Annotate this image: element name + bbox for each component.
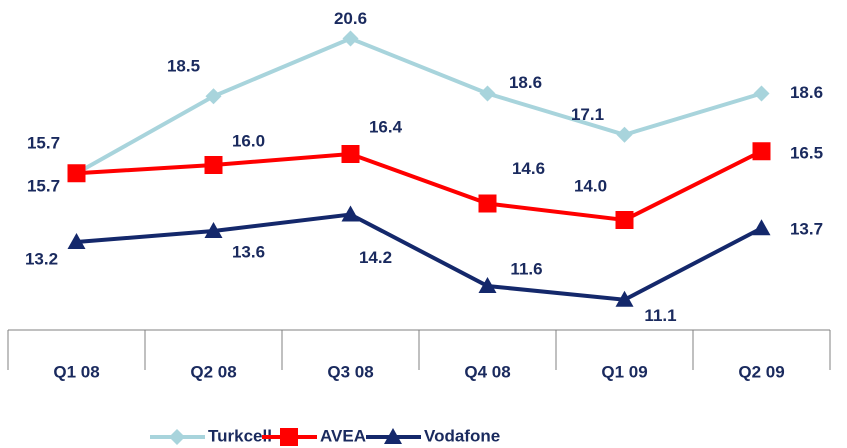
series-line — [76, 149, 763, 223]
legend-label: AVEA — [320, 426, 366, 445]
marker — [204, 156, 223, 174]
marker — [280, 428, 298, 446]
data-label: 14.2 — [359, 248, 392, 267]
series-line — [75, 36, 763, 175]
data-label: 13.6 — [232, 242, 265, 261]
data-label: 20.6 — [334, 9, 367, 28]
data-label: 15.7 — [27, 134, 60, 153]
marker — [616, 126, 633, 143]
marker — [205, 88, 222, 105]
marker — [384, 428, 402, 444]
marker — [615, 211, 634, 229]
marker — [615, 290, 634, 307]
legend-label: Turkcell — [208, 426, 272, 445]
data-label: 16.0 — [232, 131, 265, 150]
marker — [479, 85, 496, 102]
data-label: 18.5 — [167, 57, 200, 76]
data-label: 13.7 — [790, 220, 823, 239]
data-label: 11.1 — [644, 306, 676, 325]
data-label: 11.6 — [510, 259, 542, 278]
x-tick-label: Q1 08 — [53, 362, 99, 381]
marker — [752, 219, 771, 236]
data-label: 13.2 — [25, 249, 58, 268]
x-tick-label: Q4 08 — [464, 362, 510, 381]
x-tick-label: Q2 09 — [738, 362, 784, 381]
x-tick-label: Q1 09 — [601, 362, 647, 381]
marker — [341, 205, 360, 222]
marker — [204, 222, 223, 238]
x-tick-label: Q2 08 — [190, 362, 236, 381]
marker — [67, 233, 86, 249]
marker — [478, 194, 497, 213]
data-label: 18.6 — [509, 73, 542, 92]
data-label: 16.5 — [790, 144, 823, 163]
marker — [341, 145, 360, 163]
data-label: 16.4 — [369, 117, 403, 136]
x-tick-label: Q3 08 — [327, 362, 373, 381]
marker — [67, 164, 86, 183]
series-line — [76, 212, 763, 302]
marker — [752, 142, 771, 161]
data-label: 14.0 — [574, 176, 607, 195]
marker — [169, 429, 185, 445]
data-label: 14.6 — [512, 159, 545, 178]
marker — [342, 30, 359, 47]
data-label: 15.7 — [27, 177, 60, 196]
legend-label: Vodafone — [424, 426, 500, 445]
marker — [478, 277, 497, 293]
data-label: 17.1 — [571, 105, 604, 124]
data-label: 18.6 — [790, 83, 823, 102]
marker — [753, 85, 770, 102]
